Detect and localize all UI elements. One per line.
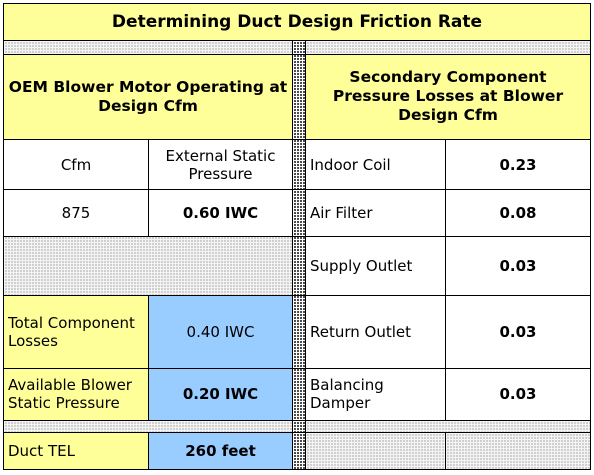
column-divider (292, 367, 306, 422)
column-divider (292, 432, 306, 470)
cfm-label: Cfm (3, 138, 149, 191)
duct-tel-label: Duct TEL (3, 432, 149, 470)
component-value[interactable]: 0.03 (445, 235, 591, 296)
column-divider (292, 138, 306, 191)
separator-cell (3, 420, 293, 434)
available-static-pressure-label: Available Blower Static Pressure (3, 367, 149, 422)
external-static-pressure-value[interactable]: 0.60 IWC (148, 189, 293, 237)
component-name: Supply Outlet (305, 235, 446, 296)
external-static-pressure-label: External Static Pressure (148, 138, 293, 191)
component-name: Indoor Coil (305, 138, 446, 191)
component-name: Return Outlet (305, 294, 446, 369)
column-divider (292, 189, 306, 237)
blank-shaded-cell (445, 432, 591, 470)
cfm-value[interactable]: 875 (3, 189, 149, 237)
separator-cell (305, 40, 591, 55)
component-name: Balancing Damper (305, 367, 446, 422)
column-divider (292, 420, 306, 434)
separator-cell (305, 420, 591, 434)
component-value[interactable]: 0.23 (445, 138, 591, 191)
component-name: Air Filter (305, 189, 446, 237)
blank-shaded-cell (305, 432, 446, 470)
worksheet-title: Determining Duct Design Friction Rate (3, 2, 591, 42)
separator-cell (3, 40, 293, 55)
available-static-pressure-value: 0.20 IWC (148, 367, 293, 422)
column-divider (292, 40, 306, 55)
worksheet-grid: Determining Duct Design Friction Rate OE… (3, 2, 591, 470)
column-divider (292, 53, 306, 140)
component-losses-header: Secondary Component Pressure Losses at B… (305, 53, 591, 140)
component-value[interactable]: 0.08 (445, 189, 591, 237)
duct-tel-value: 260 feet (148, 432, 293, 470)
blower-motor-header: OEM Blower Motor Operating at Design Cfm (3, 53, 293, 140)
component-value[interactable]: 0.03 (445, 294, 591, 369)
column-divider (292, 235, 306, 296)
total-component-losses-label: Total Component Losses (3, 294, 149, 369)
blank-shaded-cell (3, 235, 293, 296)
column-divider (292, 294, 306, 369)
total-component-losses-value: 0.40 IWC (148, 294, 293, 369)
component-value[interactable]: 0.03 (445, 367, 591, 422)
